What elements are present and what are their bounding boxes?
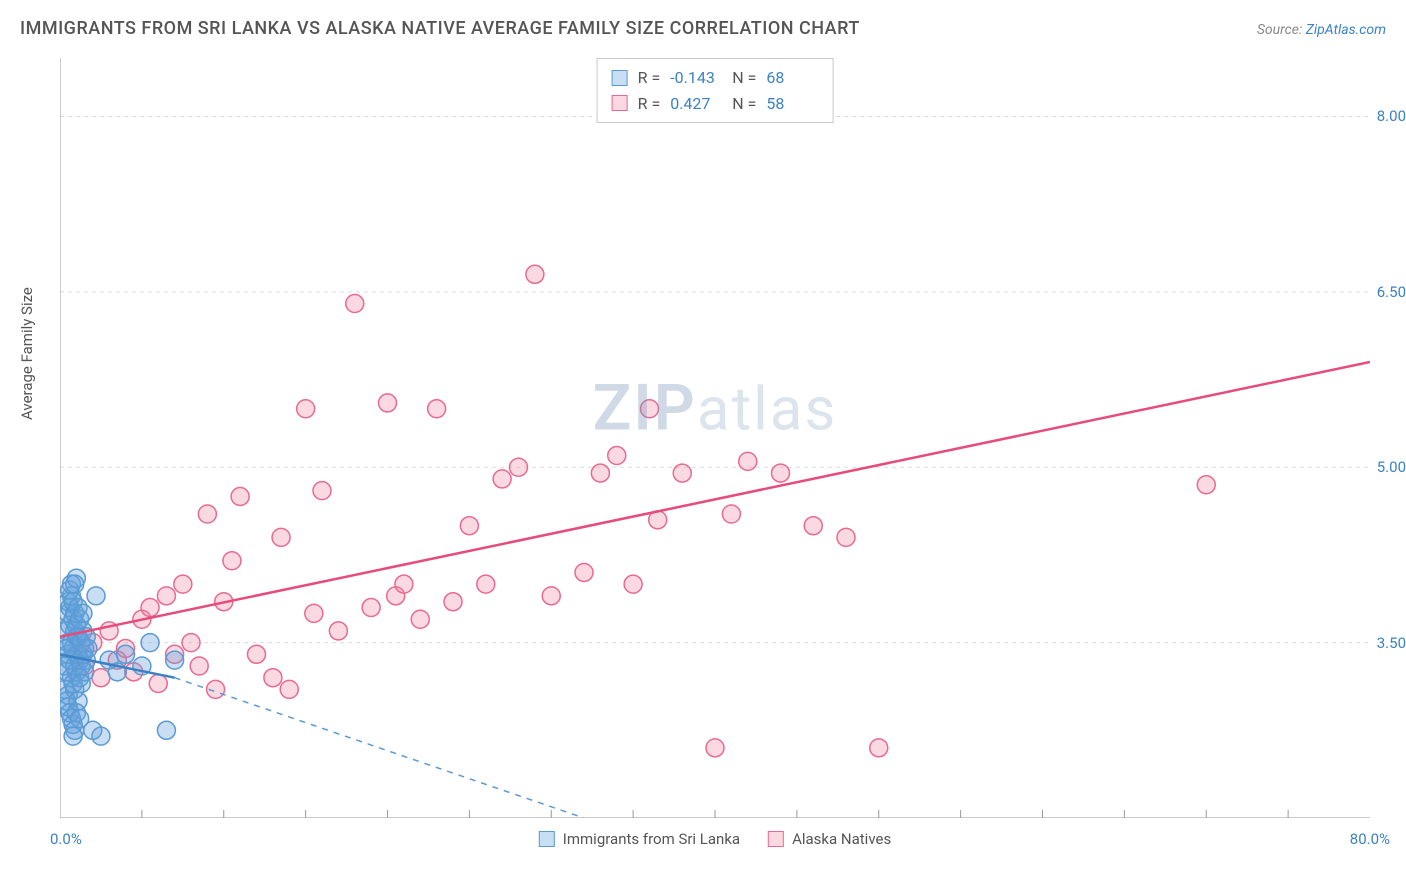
stats-legend-box: R = -0.143 N = 68 R = 0.427 N = 58 bbox=[597, 58, 834, 123]
swatch-blue-icon bbox=[612, 70, 628, 86]
x-tick-min: 0.0% bbox=[50, 830, 82, 848]
swatch-pink-icon bbox=[768, 831, 784, 847]
legend-label-pink: Alaska Natives bbox=[792, 830, 891, 848]
bottom-legend: Immigrants from Sri Lanka Alaska Natives bbox=[539, 830, 891, 848]
r-value-blue: -0.143 bbox=[670, 65, 722, 91]
stats-row-blue: R = -0.143 N = 68 bbox=[612, 65, 819, 91]
legend-label-blue: Immigrants from Sri Lanka bbox=[563, 830, 740, 848]
y-axis-label: Average Family Size bbox=[18, 287, 36, 420]
n-label: N = bbox=[732, 65, 756, 91]
legend-item-pink: Alaska Natives bbox=[768, 830, 891, 848]
legend-item-blue: Immigrants from Sri Lanka bbox=[539, 830, 740, 848]
y-tick-label: 8.00 bbox=[1377, 107, 1406, 125]
swatch-blue-icon bbox=[539, 831, 555, 847]
r-label: R = bbox=[638, 65, 661, 91]
source-label: Source: bbox=[1257, 22, 1302, 38]
n-value-blue: 68 bbox=[766, 65, 818, 91]
source-link[interactable]: ZipAtlas.com bbox=[1306, 22, 1386, 38]
r-value-pink: 0.427 bbox=[670, 91, 722, 117]
y-tick-label: 3.50 bbox=[1377, 634, 1406, 652]
scatter-chart-svg bbox=[60, 58, 1370, 818]
x-tick-max: 80.0% bbox=[1350, 830, 1390, 848]
plot-area: ZIPatlas R = -0.143 N = 68 R = 0.427 N =… bbox=[60, 58, 1370, 818]
y-tick-label: 6.50 bbox=[1377, 283, 1406, 301]
y-tick-label: 5.00 bbox=[1377, 458, 1406, 476]
chart-title: IMMIGRANTS FROM SRI LANKA VS ALASKA NATI… bbox=[20, 18, 860, 39]
source-attribution: Source: ZipAtlas.com bbox=[1257, 22, 1386, 38]
r-label: R = bbox=[638, 91, 661, 117]
n-value-pink: 58 bbox=[766, 91, 818, 117]
swatch-pink-icon bbox=[612, 95, 628, 111]
n-label: N = bbox=[732, 91, 756, 117]
stats-row-pink: R = 0.427 N = 58 bbox=[612, 91, 819, 117]
